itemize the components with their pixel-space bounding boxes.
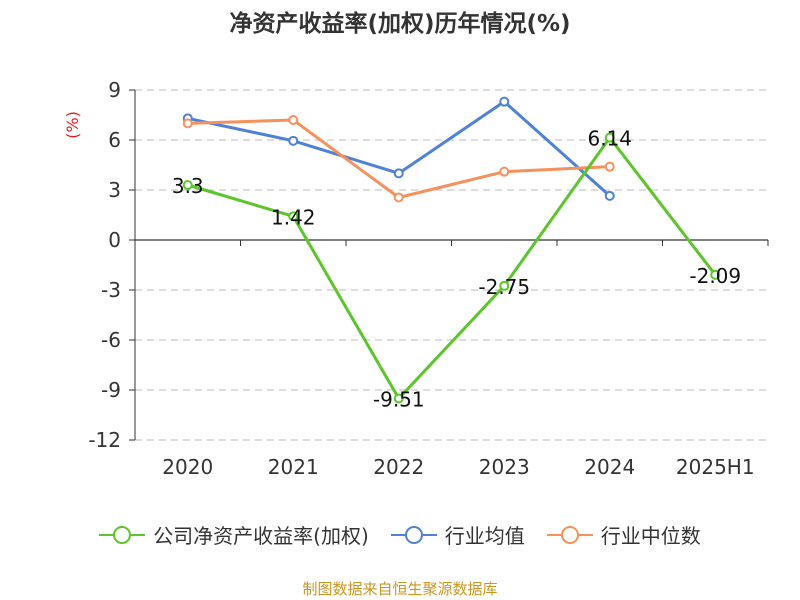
y-tick-label: -6: [101, 328, 121, 352]
chart-title: 净资产收益率(加权)历年情况(%): [229, 11, 571, 37]
data-label: 6.14: [587, 127, 632, 151]
legend-line-marker-icon: [546, 525, 593, 544]
legend-item[interactable]: 行业中位数: [546, 520, 701, 549]
x-tick-label: 2022: [373, 455, 424, 479]
legend-line-marker-icon: [390, 525, 437, 544]
series-lines: [182, 96, 721, 404]
x-tick-label: 2024: [584, 455, 635, 479]
legend-line-marker-icon: [99, 525, 146, 544]
legend-item[interactable]: 行业均值: [390, 520, 525, 549]
data-label: 3.3: [172, 174, 204, 198]
data-label: -2.75: [478, 275, 530, 299]
data-point: [288, 135, 299, 146]
data-point: [710, 269, 721, 280]
data-point: [499, 166, 510, 177]
y-tick-label: -9: [101, 378, 121, 402]
source-note: 制图数据来自恒生聚源数据库: [302, 580, 498, 598]
data-labels: 3.3 1.42 -9.51 -2.75 6.14 -2.09: [172, 127, 741, 412]
x-tick-label: 2023: [479, 455, 530, 479]
legend-item[interactable]: 公司净资产收益率(加权): [99, 520, 369, 549]
x-tick-label: 2025H1: [676, 455, 755, 479]
data-point: [182, 118, 193, 129]
legend: 公司净资产收益率(加权) 行业均值 行业中位数: [0, 520, 800, 549]
data-label: -9.51: [373, 388, 425, 412]
data-point: [393, 168, 404, 179]
x-tick-label: 2021: [268, 455, 319, 479]
y-tick-label: 9: [108, 78, 121, 102]
legend-label: 行业中位数: [600, 524, 701, 548]
data-point: [604, 161, 615, 172]
axes: 9 6 3 0 -3 -6 -9 -12 (%) 2020 2021 2022 2023 2024 2025…: [63, 78, 769, 479]
data-point: [288, 211, 299, 222]
data-point: [604, 132, 615, 143]
y-tick-label: -3: [101, 278, 121, 302]
data-point: [393, 393, 404, 404]
data-point: [288, 115, 299, 125]
series-line: [187, 100, 611, 197]
y-tick-label: -12: [88, 428, 121, 452]
legend-label: 公司净资产收益率(加权): [153, 524, 369, 548]
data-point: [182, 180, 193, 190]
x-tick-label: 2020: [162, 455, 213, 479]
data-point: [604, 190, 615, 201]
data-label: 1.42: [271, 205, 316, 229]
legend-label: 行业均值: [444, 524, 525, 548]
y-tick-label: 3: [108, 178, 121, 202]
data-point: [499, 96, 510, 107]
grid-lines: [135, 89, 768, 441]
y-tick-label: 0: [108, 228, 121, 252]
line-chart: 9 6 3 0 -3 -6 -9 -12 (%) 2020 2021 2022 2023 2024 2025…: [63, 78, 769, 479]
y-tick-label: 6: [108, 128, 121, 152]
y-axis-label: (%): [63, 111, 82, 139]
series-line: [187, 136, 717, 400]
data-point: [499, 280, 510, 291]
data-label: -2.09: [689, 264, 741, 288]
data-point: [393, 192, 404, 203]
